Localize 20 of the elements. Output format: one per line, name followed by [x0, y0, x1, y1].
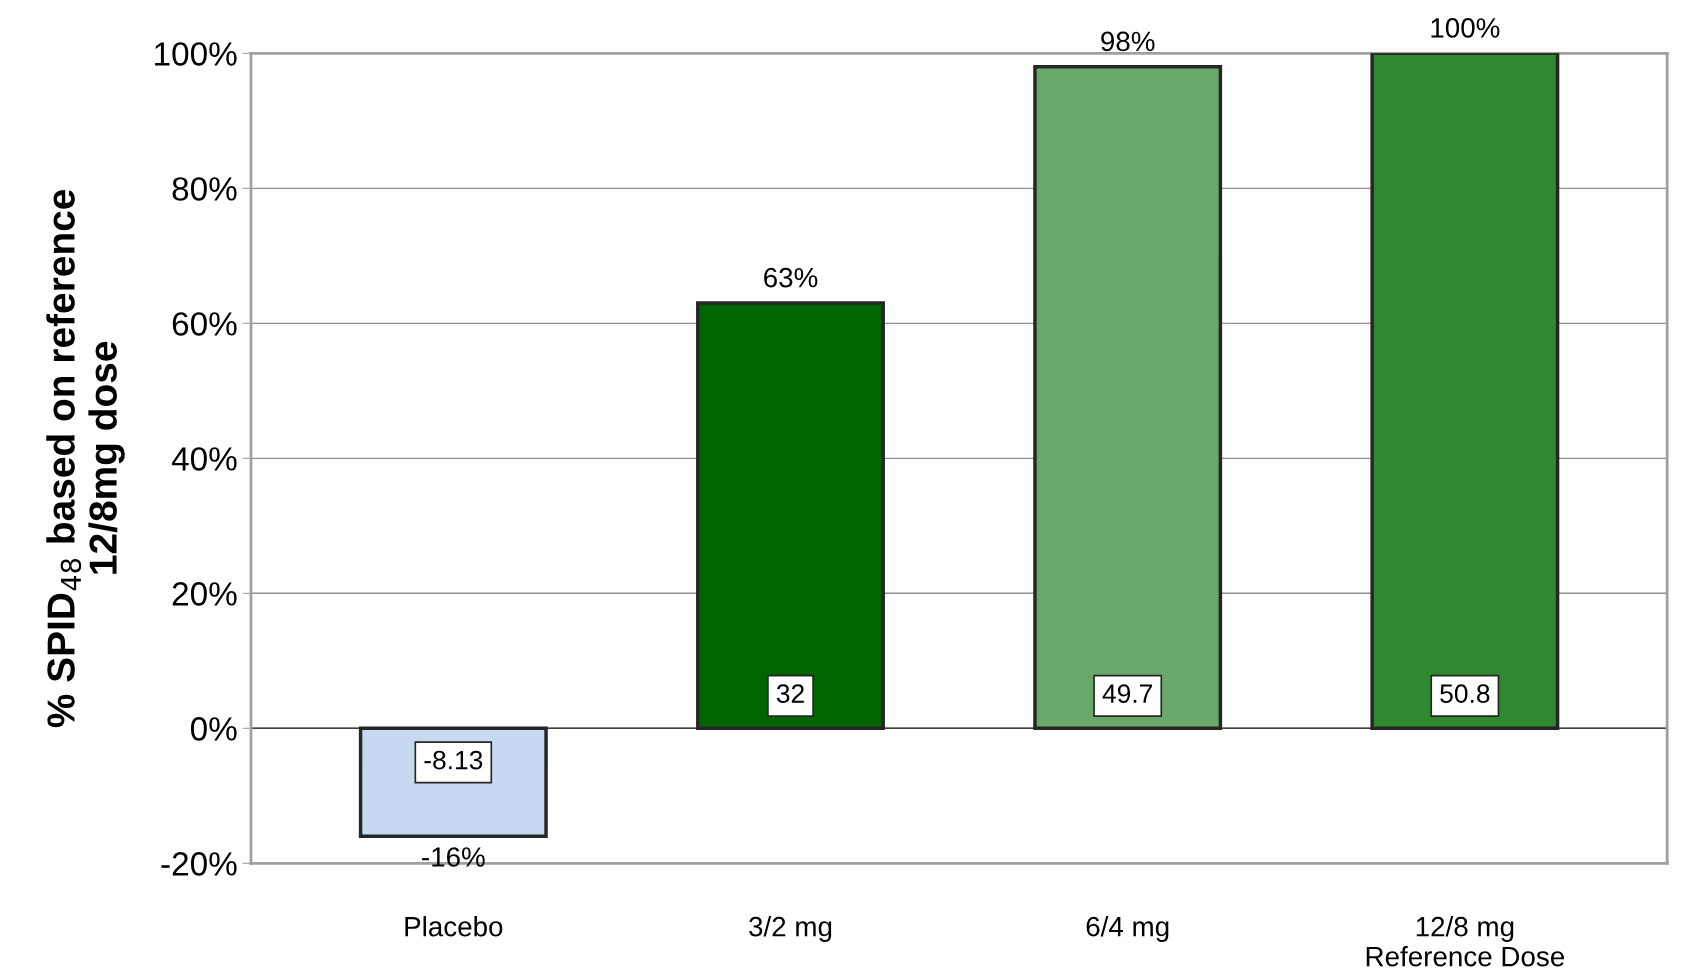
data-label: -16% [422, 847, 485, 867]
y-tick-label: 0% [190, 717, 237, 741]
annotation: 50.8 [1440, 684, 1490, 703]
y-tick-label: 60% [172, 312, 237, 336]
annotation: 49.7 [1102, 684, 1153, 703]
data-label: 63% [764, 267, 818, 288]
x-tick-label: Placebo [405, 916, 503, 937]
x-tick-label: 6/4 mg [1086, 916, 1169, 942]
y-tick-label: 40% [171, 447, 237, 471]
y-tick-label: -20% [161, 852, 237, 876]
data-label: 100% [1431, 18, 1500, 38]
x-tick-label: 3/2 mg [749, 916, 832, 942]
y-axis-title: % SPID$_{48}$ based on reference 12/8mg dose [46, 189, 125, 728]
annotation: 32 [776, 684, 804, 703]
x-tick-label: 12/8 mg Reference Dose [1366, 916, 1564, 967]
y-tick-label: 80% [172, 177, 237, 201]
data-label: 98% [1101, 31, 1155, 52]
y-tick-label: 20% [172, 582, 237, 606]
y-tick-label: 100% [155, 42, 237, 66]
annotation: -8.13 [424, 750, 483, 770]
